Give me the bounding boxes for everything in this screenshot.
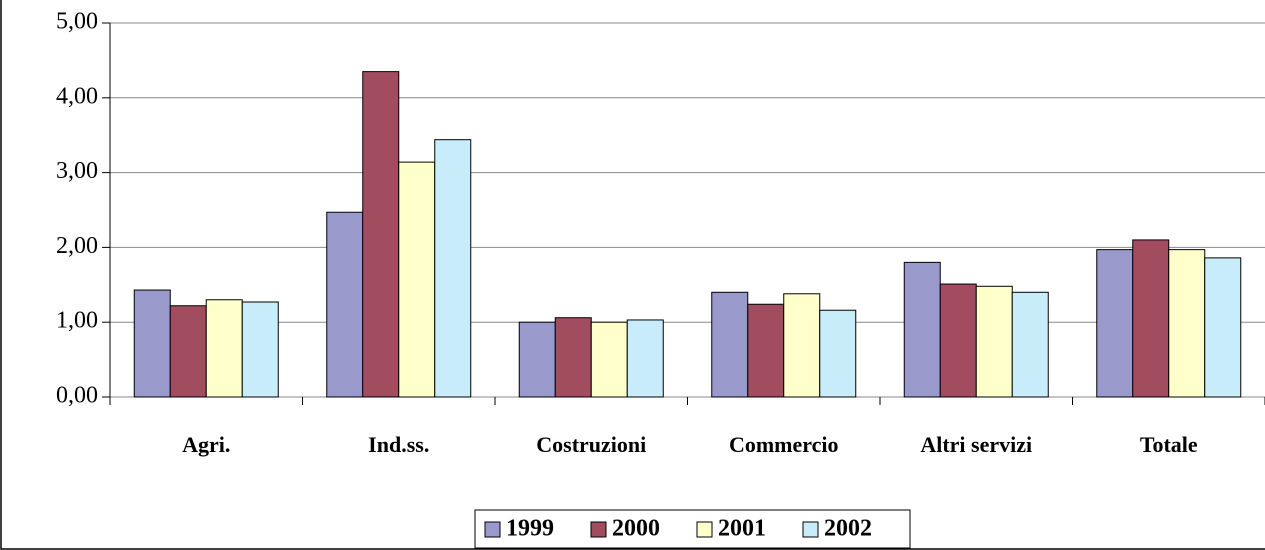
bar [518,321,556,398]
legend-swatch [696,521,713,538]
bar [241,301,279,398]
x-tick-label: Costruzioni [536,432,646,457]
bar [903,261,941,398]
bar [1096,249,1134,398]
bar [1011,291,1049,398]
x-tick-label: Totale [1140,432,1198,457]
bar [975,285,1013,398]
bar [819,309,857,398]
bar [326,211,364,398]
legend-label: 1999 [506,516,554,542]
bar [1168,249,1206,398]
legend-swatch [802,521,819,538]
bar [590,321,628,398]
bar [205,299,243,398]
bar [398,161,436,398]
y-tick-label: 5,00 [56,9,98,35]
x-tick-label: Ind.ss. [368,432,429,457]
y-tick-label: 2,00 [56,233,98,259]
legend-label: 2001 [718,516,766,542]
bar [554,317,592,398]
y-tick-label: 3,00 [56,158,98,184]
legend-label: 2002 [824,516,872,542]
legend-box [474,509,911,549]
legend-swatch [484,521,501,538]
y-tick-label: 4,00 [56,83,98,109]
x-tick-label: Altri servizi [920,432,1032,457]
bar [362,71,400,398]
bar [626,319,664,398]
x-tick-label: Commercio [729,432,839,457]
bar [1132,239,1170,398]
legend-label: 2000 [612,516,660,542]
x-tick-label: Agri. [182,432,230,457]
legend-swatch [590,521,607,538]
bar [434,139,472,398]
bar [783,293,821,398]
y-tick-label: 1,00 [56,308,98,334]
bar [711,291,749,398]
bar [1204,257,1242,398]
y-tick-label: 0,00 [56,383,98,409]
bar [747,303,785,398]
bar [169,305,207,398]
bar [133,289,171,398]
bar [939,283,977,398]
